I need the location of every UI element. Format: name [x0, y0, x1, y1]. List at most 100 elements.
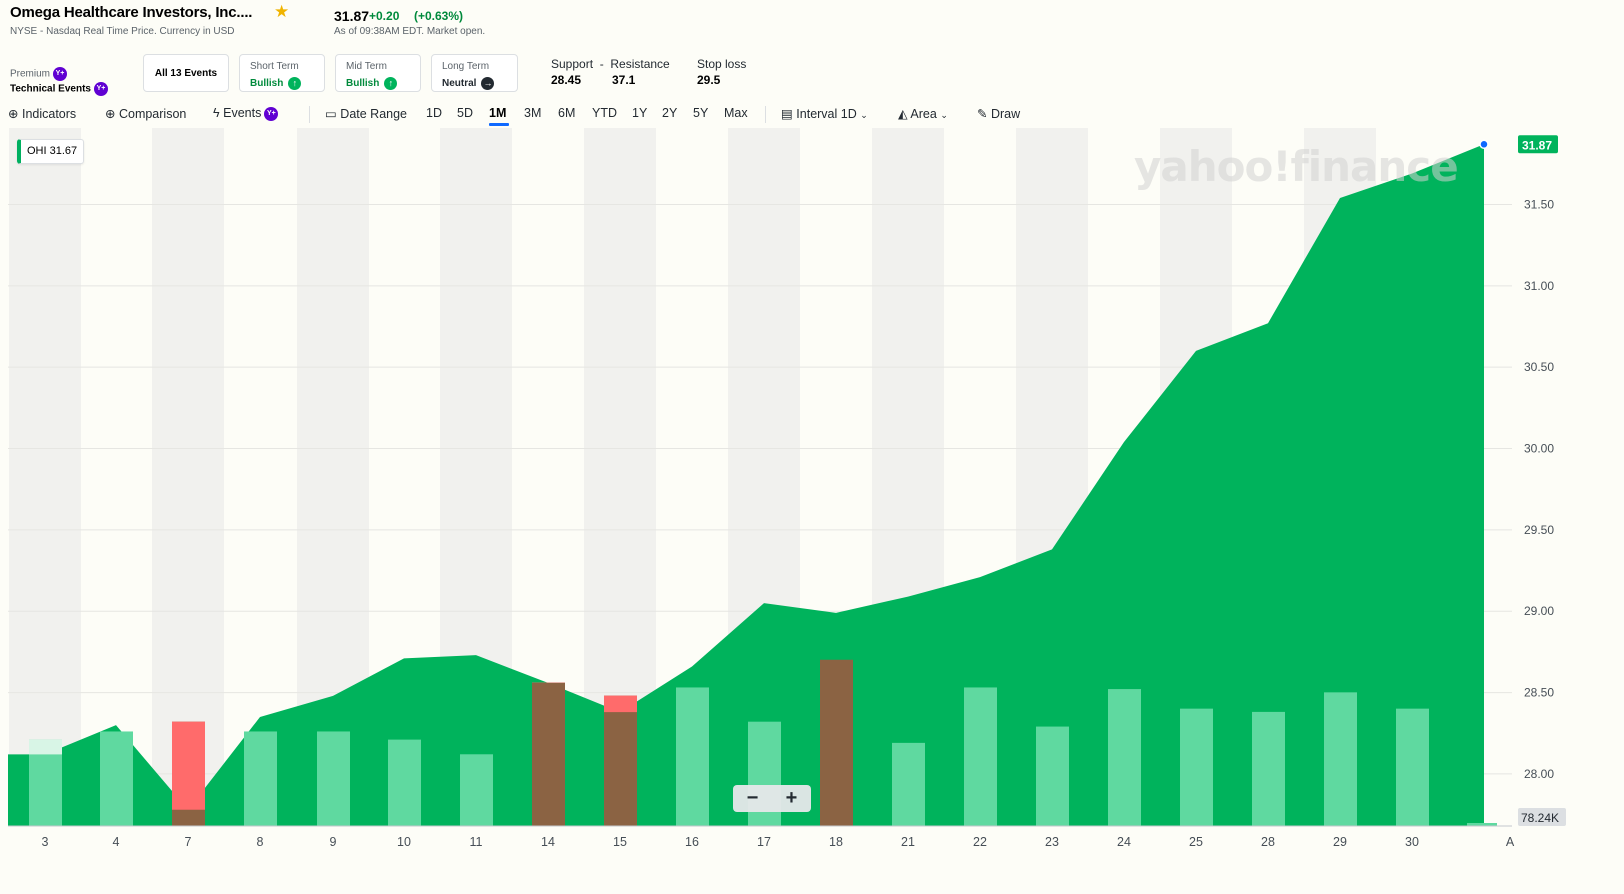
y-tick-label: 29.50 — [1524, 523, 1554, 537]
x-tick-label: 18 — [829, 835, 843, 849]
long-term-card[interactable]: Long Term Neutral → — [431, 54, 518, 92]
chart-type-button[interactable]: ◭ Area ⌄ — [898, 107, 948, 121]
support-value: 28.45 — [551, 73, 582, 87]
interval-button[interactable]: ▤ Interval 1D ⌄ — [781, 107, 868, 121]
chevron-down-icon: ⌄ — [860, 110, 868, 120]
volume-bar — [1396, 708, 1429, 826]
volume-bar — [317, 731, 350, 826]
x-tick-label: 28 — [1261, 835, 1275, 849]
volume-bar — [1180, 708, 1213, 826]
x-tick-label: 29 — [1333, 835, 1347, 849]
y-tick-label: 28.50 — [1524, 686, 1554, 700]
x-tick-label: 10 — [397, 835, 411, 849]
price-change: +0.20 — [369, 9, 400, 23]
x-tick-label: 3 — [42, 835, 49, 849]
arrow-right-icon: → — [481, 77, 495, 90]
y-tick-label: 31.00 — [1524, 279, 1554, 293]
as-of-time: As of 09:38AM EDT. Market open. — [334, 26, 486, 37]
volume-bar — [820, 659, 853, 826]
yahoo-plus-icon: Y+ — [93, 82, 108, 96]
volume-bar — [532, 682, 565, 826]
range-5d[interactable]: 5D — [457, 106, 473, 120]
date-range-button[interactable]: ▭ Date Range — [325, 107, 408, 121]
price-chart[interactable]: 31.50 31.00 30.50 30.00 29.50 29.00 28.50 28.00… — [0, 128, 1624, 864]
long-term-value: Neutral → — [442, 77, 495, 90]
last-price-dot — [1479, 139, 1489, 150]
zoom-out-button[interactable]: − — [746, 787, 759, 809]
grid-column — [9, 128, 81, 826]
stop-loss-value: 29.5 — [697, 73, 721, 87]
chevron-down-icon: ⌄ — [940, 110, 948, 120]
support-resistance-label: Support - Resistance — [551, 57, 670, 71]
mid-term-card[interactable]: Mid Term Bullish ↑ — [335, 54, 421, 92]
price-area — [8, 144, 1484, 827]
volume-bar — [172, 721, 205, 826]
x-tick-label: 16 — [685, 835, 699, 849]
x-tick-label: 25 — [1189, 835, 1203, 849]
volume-bar — [1324, 692, 1357, 826]
mid-term-label: Mid Term — [346, 61, 387, 72]
x-tick-label: A — [1506, 835, 1515, 849]
star-icon[interactable]: ★ — [274, 2, 290, 21]
range-ytd[interactable]: YTD — [592, 106, 617, 120]
yahoo-plus-icon: Y+ — [264, 106, 279, 121]
volume-bar — [244, 731, 277, 826]
x-tick-label: 30 — [1405, 835, 1419, 849]
x-tick-label: 24 — [1117, 835, 1131, 849]
premium-label: Premium Y+ — [10, 67, 68, 81]
zoom-in-button[interactable]: + — [785, 787, 798, 809]
arrow-up-icon: ↑ — [288, 77, 302, 90]
volume-bar — [1252, 711, 1285, 826]
x-tick-label: 15 — [613, 835, 627, 849]
calendar-icon: ▭ — [325, 107, 337, 121]
range-1m[interactable]: 1M — [489, 106, 507, 120]
x-tick-label: 8 — [257, 835, 264, 849]
range-1y[interactable]: 1Y — [632, 106, 648, 120]
volume-bar — [892, 742, 925, 826]
lightning-icon: ϟ — [213, 106, 220, 120]
range-6m[interactable]: 6M — [558, 106, 576, 120]
short-term-value: Bullish ↑ — [250, 77, 302, 90]
volume-bar — [676, 687, 709, 826]
y-tick-label: 29.00 — [1524, 604, 1554, 618]
draw-button[interactable]: ✎ Draw — [977, 107, 1021, 121]
comparison-button[interactable]: ⊕ Comparison — [105, 107, 187, 121]
volume-bar — [964, 687, 997, 826]
range-2y[interactable]: 2Y — [662, 106, 678, 120]
x-tick-label: 21 — [901, 835, 915, 849]
zoom-controls: − + — [733, 785, 811, 812]
indicators-button[interactable]: ⊕ Indicators — [8, 107, 77, 121]
last-price-tag-label: 31.87 — [1522, 138, 1552, 152]
x-tick-label: 7 — [185, 835, 192, 849]
technical-events-label[interactable]: Technical Events Y+ — [10, 82, 108, 96]
y-tick-label: 28.00 — [1524, 767, 1554, 781]
pencil-icon: ✎ — [977, 107, 988, 121]
range-max[interactable]: Max — [724, 106, 748, 120]
stop-loss-label: Stop loss — [697, 57, 747, 71]
volume-bar — [1036, 726, 1069, 826]
x-tick-label: 11 — [470, 835, 483, 849]
last-price-tag — [1518, 135, 1558, 154]
short-term-card[interactable]: Short Term Bullish ↑ — [239, 54, 325, 92]
x-tick-label: 23 — [1045, 835, 1059, 849]
current-price: 31.87 — [334, 8, 370, 24]
volume-bar — [604, 695, 637, 826]
grid-column — [152, 128, 224, 826]
volume-bar-current — [1467, 823, 1497, 826]
range-5y[interactable]: 5Y — [693, 106, 709, 120]
yahoo-plus-icon: Y+ — [53, 67, 68, 81]
volume-bar — [100, 731, 133, 826]
all-events-button[interactable]: All 13 Events — [143, 54, 229, 92]
volume-bar — [460, 754, 493, 826]
exchange-info: NYSE - Nasdaq Real Time Price. Currency … — [10, 26, 235, 37]
events-button[interactable]: ϟ Events Y+ — [213, 106, 279, 121]
x-tick-label: 9 — [330, 835, 337, 849]
plus-circle-icon: ⊕ — [105, 107, 116, 121]
short-term-label: Short Term — [250, 61, 299, 72]
price-change-percent: (+0.63%) — [414, 9, 464, 23]
range-3m[interactable]: 3M — [524, 106, 542, 120]
volume-bar — [388, 739, 421, 826]
range-1d[interactable]: 1D — [426, 106, 442, 120]
y-tick-label: 30.50 — [1524, 360, 1554, 374]
volume-tag-label: 78.24K — [1521, 811, 1559, 825]
